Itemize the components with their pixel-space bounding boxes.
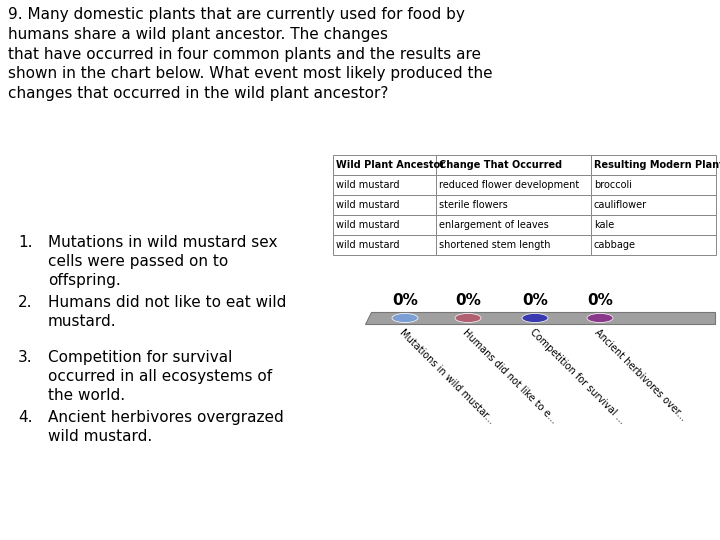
Bar [333, 235, 436, 255]
Text: Competition for survival ...: Competition for survival ... [528, 327, 626, 426]
Text: Competition for survival
occurred in all ecosystems of
the world.: Competition for survival occurred in all… [48, 350, 272, 403]
Polygon shape [365, 312, 715, 324]
Text: 0%: 0% [392, 293, 418, 308]
Text: Change That Occurred: Change That Occurred [439, 160, 562, 170]
Text: sterile flowers: sterile flowers [439, 200, 508, 210]
Bar [333, 195, 436, 215]
Bar [436, 195, 591, 215]
Text: kale: kale [594, 220, 614, 230]
Text: Resulting Modern Plant: Resulting Modern Plant [594, 160, 720, 170]
Text: reduced flower development: reduced flower development [439, 180, 580, 190]
Text: cauliflower: cauliflower [594, 200, 647, 210]
Bar [591, 175, 716, 195]
Ellipse shape [522, 314, 548, 322]
Text: wild mustard: wild mustard [336, 180, 400, 190]
Bar [333, 155, 436, 175]
Ellipse shape [455, 314, 481, 322]
Text: Wild Plant Ancestor: Wild Plant Ancestor [336, 160, 445, 170]
Text: wild mustard: wild mustard [336, 220, 400, 230]
Text: Mutations in wild mustar...: Mutations in wild mustar... [398, 327, 497, 426]
Text: wild mustard: wild mustard [336, 200, 400, 210]
Bar [333, 175, 436, 195]
Text: Humans did not like to e...: Humans did not like to e... [461, 327, 559, 425]
Text: Ancient herbivores overgrazed
wild mustard.: Ancient herbivores overgrazed wild musta… [48, 410, 284, 444]
Text: Humans did not like to eat wild
mustard.: Humans did not like to eat wild mustard. [48, 295, 287, 329]
Text: 0%: 0% [587, 293, 613, 308]
Text: wild mustard: wild mustard [336, 240, 400, 250]
Bar [436, 155, 591, 175]
Text: 9. Many domestic plants that are currently used for food by
humans share a wild : 9. Many domestic plants that are current… [8, 7, 492, 101]
Text: 0%: 0% [522, 293, 548, 308]
Text: enlargement of leaves: enlargement of leaves [439, 220, 549, 230]
Ellipse shape [587, 314, 613, 322]
Text: 2.: 2. [18, 295, 32, 310]
Text: 3.: 3. [18, 350, 32, 365]
Text: 4.: 4. [18, 410, 32, 425]
Bar [591, 235, 716, 255]
Text: shortened stem length: shortened stem length [439, 240, 551, 250]
Text: 1.: 1. [18, 235, 32, 250]
Bar [436, 235, 591, 255]
Ellipse shape [392, 314, 418, 322]
Text: 0%: 0% [455, 293, 481, 308]
Text: Mutations in wild mustard sex
cells were passed on to
offspring.: Mutations in wild mustard sex cells were… [48, 235, 277, 288]
Bar [333, 215, 436, 235]
Bar [591, 195, 716, 215]
Bar [436, 215, 591, 235]
Bar [591, 215, 716, 235]
Text: cabbage: cabbage [594, 240, 636, 250]
Bar [436, 175, 591, 195]
Bar [591, 155, 716, 175]
Text: broccoli: broccoli [594, 180, 632, 190]
Text: Ancient herbivores over...: Ancient herbivores over... [593, 327, 688, 422]
